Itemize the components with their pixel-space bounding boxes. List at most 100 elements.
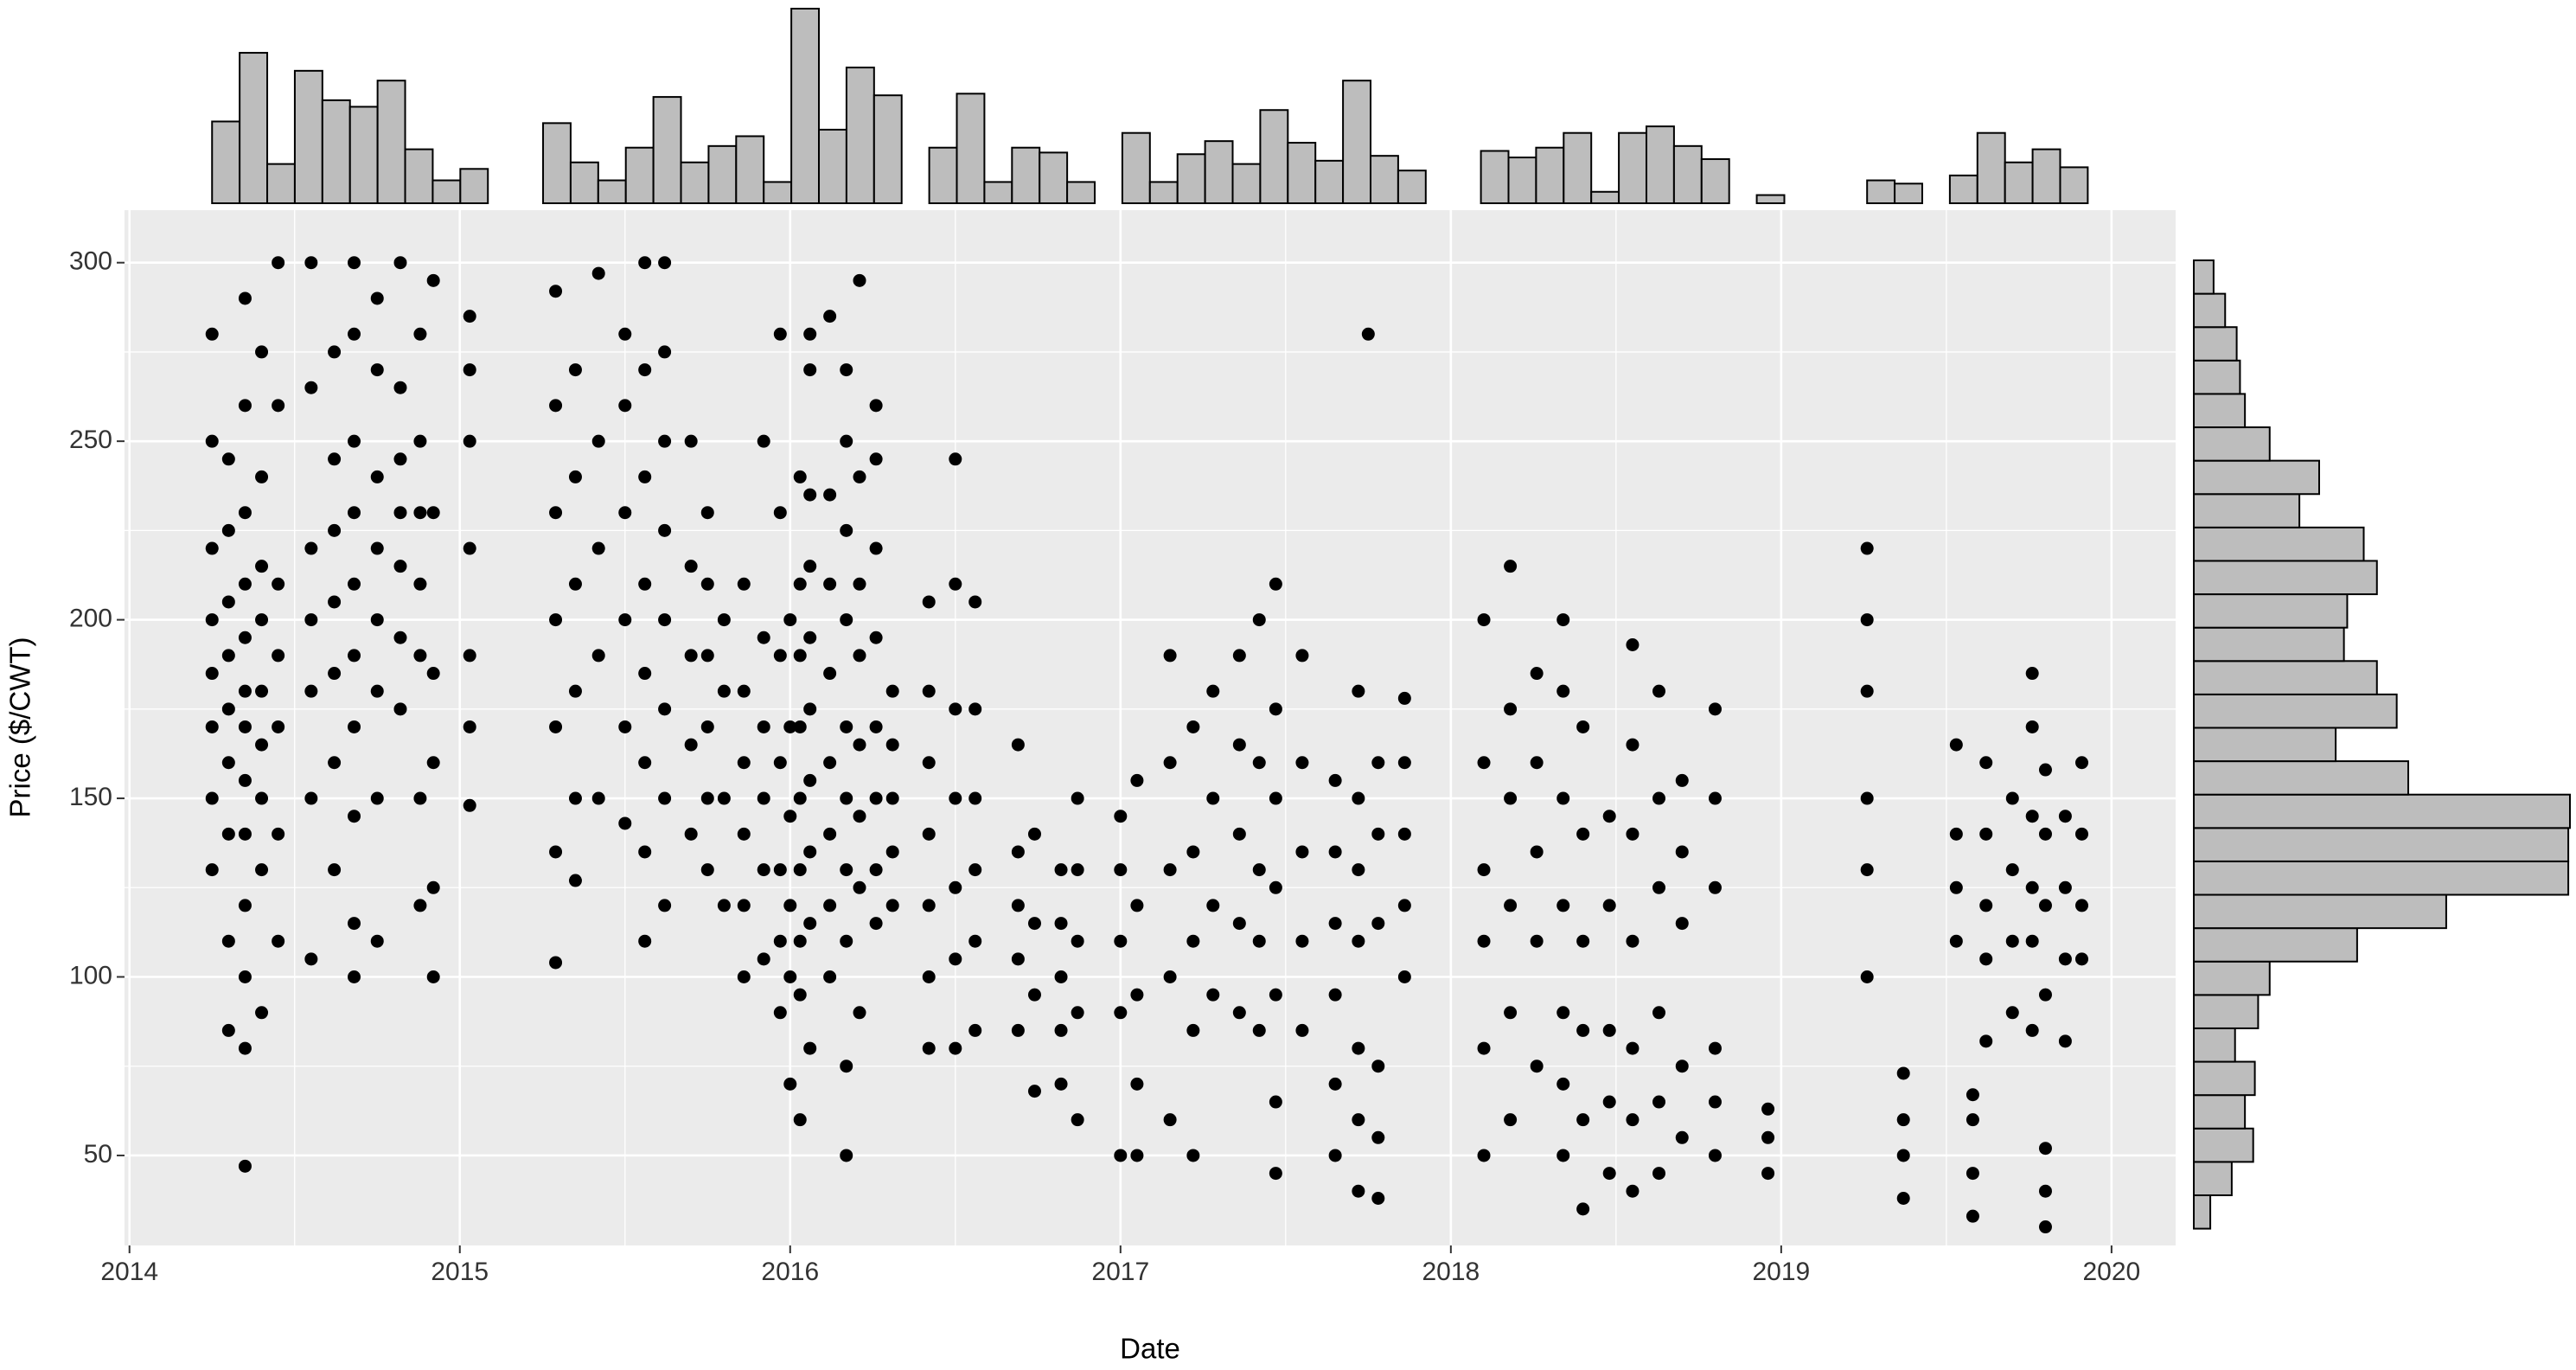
scatter-point bbox=[1626, 934, 1640, 948]
scatter-point bbox=[348, 810, 361, 823]
scatter-point bbox=[717, 613, 731, 627]
scatter-point bbox=[717, 899, 731, 912]
scatter-point bbox=[1626, 738, 1640, 752]
scatter-point bbox=[803, 560, 817, 573]
scatter-point bbox=[255, 470, 269, 483]
scatter-point bbox=[1371, 1191, 1385, 1205]
scatter-point bbox=[238, 899, 252, 912]
scatter-point bbox=[426, 273, 440, 287]
histogram-bar bbox=[680, 161, 710, 204]
histogram-bar bbox=[1259, 109, 1289, 204]
histogram-bar bbox=[239, 52, 269, 205]
scatter-point bbox=[2038, 1142, 2052, 1156]
scatter-point bbox=[1371, 1130, 1385, 1144]
scatter-point bbox=[413, 649, 427, 663]
scatter-point bbox=[1054, 970, 1068, 983]
scatter-point bbox=[328, 523, 342, 537]
scatter-point bbox=[1328, 845, 1342, 859]
scatter-point bbox=[393, 702, 407, 716]
histogram-bar bbox=[2193, 1094, 2247, 1130]
scatter-point bbox=[968, 863, 982, 877]
scatter-point bbox=[737, 756, 751, 770]
scatter-point bbox=[591, 266, 605, 280]
scatter-point bbox=[1576, 1023, 1590, 1037]
scatter-point bbox=[1477, 934, 1491, 948]
scatter-point bbox=[205, 863, 219, 877]
scatter-point bbox=[1011, 738, 1025, 752]
scatter-point bbox=[1328, 1149, 1342, 1162]
scatter-point bbox=[463, 363, 476, 377]
scatter-point bbox=[885, 738, 899, 752]
scatter-point bbox=[949, 702, 962, 716]
histogram-bar bbox=[569, 161, 599, 204]
histogram-bar bbox=[404, 148, 434, 204]
scatter-point bbox=[1860, 613, 1874, 627]
x-tick-label: 2018 bbox=[1422, 1258, 1480, 1286]
scatter-point bbox=[1114, 810, 1128, 823]
scatter-point bbox=[1252, 1023, 1266, 1037]
scatter-point bbox=[793, 934, 807, 948]
histogram-bar bbox=[1148, 181, 1179, 204]
scatter-point bbox=[793, 577, 807, 591]
scatter-point bbox=[1011, 845, 1025, 859]
scatter-point bbox=[1949, 880, 1963, 894]
scatter-point bbox=[568, 577, 582, 591]
scatter-point bbox=[1232, 827, 1246, 841]
scatter-point bbox=[618, 816, 632, 830]
scatter-point bbox=[1675, 1060, 1689, 1073]
scatter-point bbox=[757, 631, 770, 644]
scatter-point bbox=[1979, 1034, 1993, 1048]
scatter-point bbox=[1966, 1167, 1979, 1181]
histogram-bar bbox=[1507, 157, 1537, 204]
scatter-point bbox=[1576, 934, 1590, 948]
scatter-point bbox=[885, 845, 899, 859]
histogram-bar bbox=[1976, 131, 2006, 204]
scatter-point bbox=[783, 1077, 797, 1091]
scatter-point bbox=[304, 541, 318, 555]
scatter-point bbox=[255, 863, 269, 877]
scatter-point bbox=[1352, 1184, 1365, 1198]
scatter-point bbox=[255, 345, 269, 359]
scatter-point bbox=[1860, 684, 1874, 698]
scatter-point bbox=[793, 470, 807, 483]
scatter-point bbox=[1206, 899, 1220, 912]
scatter-point bbox=[370, 934, 384, 948]
scatter-point bbox=[328, 452, 342, 466]
scatter-point bbox=[1130, 773, 1144, 787]
scatter-point bbox=[463, 720, 476, 733]
histogram-bar bbox=[431, 179, 462, 205]
scatter-point bbox=[968, 595, 982, 609]
scatter-point bbox=[1602, 1167, 1616, 1181]
scatter-point bbox=[783, 899, 797, 912]
scatter-point bbox=[840, 363, 853, 377]
scatter-point bbox=[1652, 1167, 1666, 1181]
scatter-point bbox=[1602, 1095, 1616, 1109]
scatter-point bbox=[1626, 1041, 1640, 1055]
histogram-bar bbox=[1204, 140, 1234, 204]
scatter-point bbox=[370, 541, 384, 555]
scatter-point bbox=[221, 934, 235, 948]
scatter-point bbox=[949, 952, 962, 966]
scatter-point bbox=[793, 791, 807, 805]
scatter-point bbox=[1675, 845, 1689, 859]
histogram-bar bbox=[1480, 150, 1510, 205]
scatter-point bbox=[968, 1023, 982, 1037]
scatter-point bbox=[885, 899, 899, 912]
scatter-point bbox=[658, 613, 672, 627]
scatter-point bbox=[426, 880, 440, 894]
scatter-point bbox=[1708, 702, 1722, 716]
scatter-point bbox=[737, 827, 751, 841]
scatter-point bbox=[393, 381, 407, 394]
scatter-point bbox=[803, 917, 817, 931]
scatter-point bbox=[1530, 667, 1544, 681]
scatter-point bbox=[1397, 970, 1411, 983]
scatter-point bbox=[1626, 827, 1640, 841]
histogram-bar bbox=[2193, 493, 2301, 528]
scatter-point bbox=[869, 720, 883, 733]
histogram-bar bbox=[211, 120, 241, 205]
scatter-point bbox=[823, 488, 837, 502]
histogram-bar bbox=[1590, 190, 1620, 205]
histogram-bar bbox=[1866, 179, 1896, 205]
histogram-bar bbox=[2193, 526, 2365, 562]
scatter-point bbox=[1206, 791, 1220, 805]
